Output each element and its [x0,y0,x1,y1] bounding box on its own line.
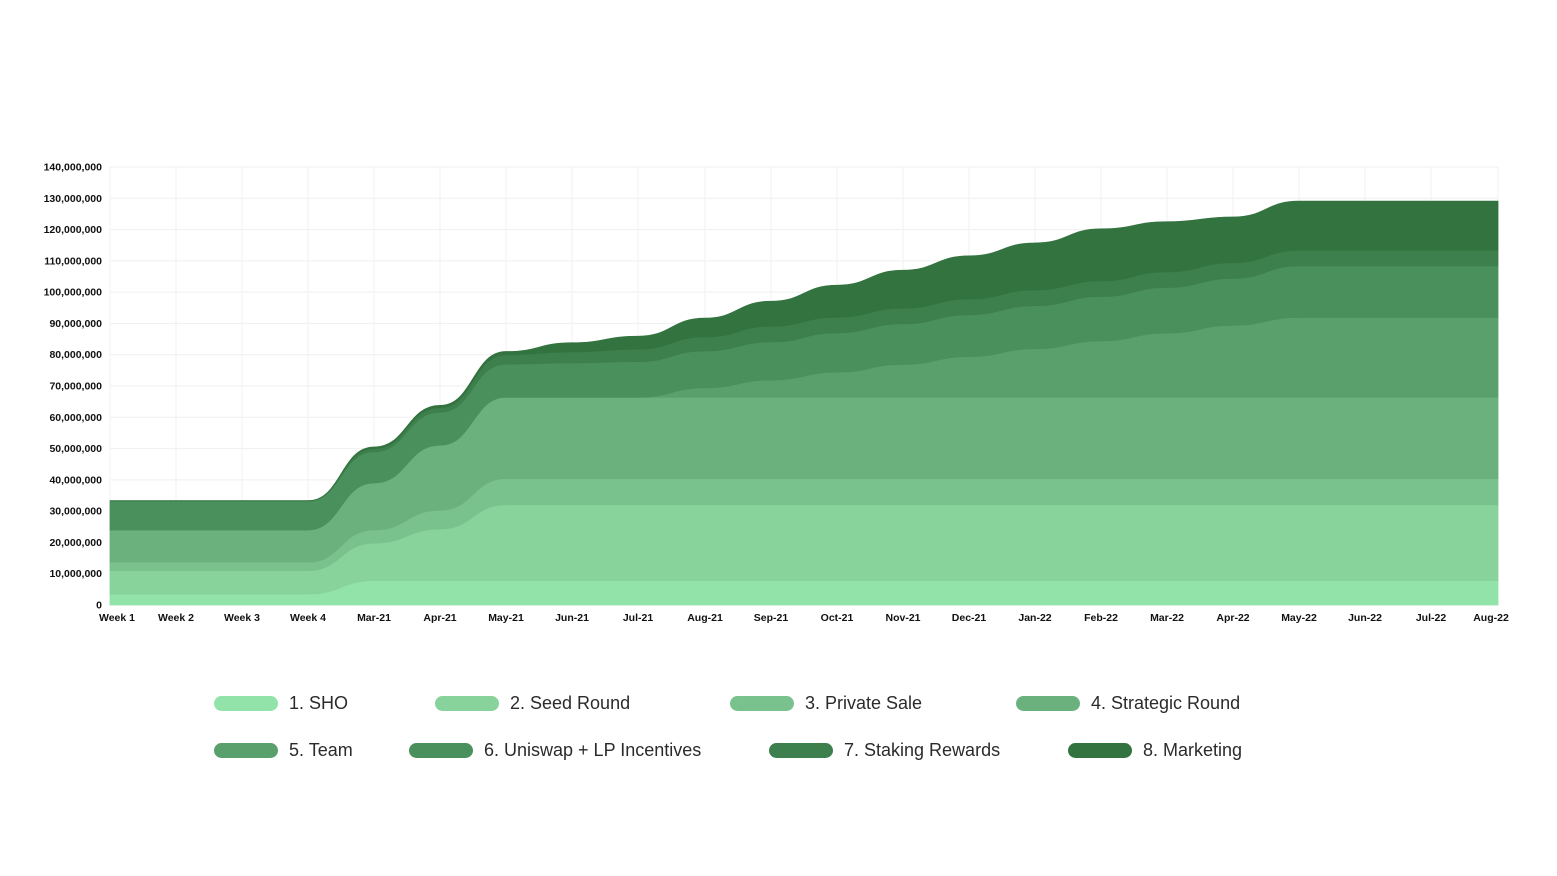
x-tick-label: Aug-21 [687,612,723,624]
x-tick-label: Week 2 [158,612,194,624]
y-tick-label: 100,000,000 [44,287,103,299]
x-tick-label: May-21 [488,612,524,624]
y-tick-label: 110,000,000 [44,255,102,267]
y-tick-label: 90,000,000 [49,318,102,330]
x-tick-label: May-22 [1281,612,1317,624]
area-band-8 [109,200,1499,502]
y-tick-label: 40,000,000 [49,474,102,486]
x-tick-label: Mar-22 [1150,612,1184,624]
x-tick-label: Jun-21 [555,612,589,624]
x-tick-label: Week 1 [99,612,135,624]
x-tick-label: Aug-22 [1473,612,1509,624]
x-tick-label: Jul-21 [623,612,654,624]
x-tick-label: Jan-22 [1018,612,1051,624]
x-axis: Week 1 Week 2 Week 3 Week 4 Mar-21 Apr-21 May-… [99,612,1509,624]
y-axis: 0 10,000,000 20,000,000 30,000,000 40,000,00… [44,162,103,612]
x-tick-label: Jul-22 [1416,612,1447,624]
y-tick-label: 70,000,000 [49,381,102,393]
y-tick-label: 10,000,000 [49,568,102,580]
x-tick-label: Apr-22 [1216,612,1249,624]
y-tick-label: 140,000,000 [44,162,103,174]
x-tick-label: Sep-21 [754,612,789,624]
x-tick-label: Jun-22 [1348,612,1382,624]
x-tick-label: Feb-22 [1084,612,1118,624]
y-tick-label: 60,000,000 [49,412,102,424]
y-tick-label: 30,000,000 [49,506,102,518]
y-tick-label: 0 [96,600,102,612]
chart-areas [109,200,1499,606]
x-tick-label: Apr-21 [423,612,456,624]
x-tick-label: Week 4 [290,612,326,624]
x-tick-label: Week 3 [224,612,260,624]
x-tick-label: Oct-21 [821,612,854,624]
x-tick-label: Mar-21 [357,612,391,624]
y-tick-label: 120,000,000 [44,224,103,236]
y-tick-label: 80,000,000 [49,349,102,361]
x-tick-label: Dec-21 [952,612,987,624]
x-tick-label: Nov-21 [885,612,920,624]
y-tick-label: 20,000,000 [49,537,102,549]
y-tick-label: 130,000,000 [44,193,103,205]
y-tick-label: 50,000,000 [49,443,102,455]
